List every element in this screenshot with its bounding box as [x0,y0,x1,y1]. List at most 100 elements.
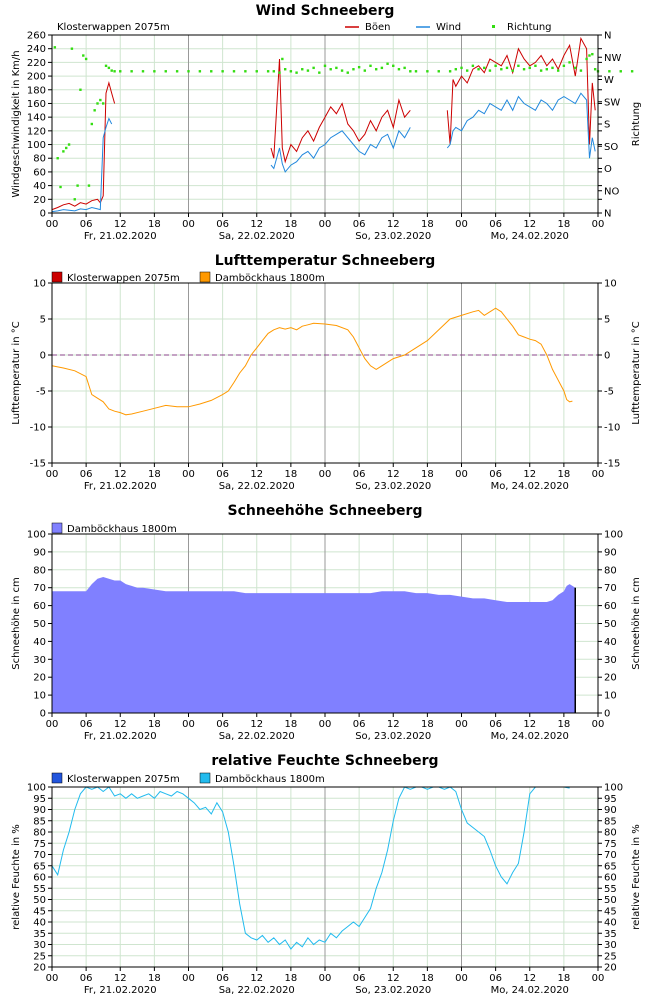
y-tick-label: 90 [33,805,46,816]
y-axis-label: Schneehöhe in cm [11,577,22,670]
x-tick-label: 00 [319,469,332,480]
direction-point [630,70,634,73]
direction-point [53,46,57,49]
x-tick-label: 06 [80,469,93,480]
direction-point [244,70,247,73]
direction-point [335,66,338,70]
y-tick-label: 20 [33,963,46,974]
y-tick-label: -15 [30,459,46,470]
x-tick-label: 00 [455,973,468,984]
direction-point [82,54,85,57]
x-tick-label: 06 [353,973,366,984]
direction-point [84,57,88,61]
direction-point [62,150,65,153]
legend-label: Klosterwappen 2075m [67,774,180,785]
y-axis-label: Lufttemperatur in °C [11,321,22,424]
series-line [51,307,573,416]
direction-point [187,70,190,73]
direction-point [551,66,554,70]
y-axis-label: Windgeschwindigkeit in Km/h [11,50,22,197]
direction-point [483,66,486,70]
direction-point [318,71,321,74]
x-tick-label: 18 [285,219,298,230]
y-tick-label: 50 [33,619,46,630]
direction-point [500,68,503,71]
direction-tick-label: N [604,31,611,42]
y-tick-label-right: 0 [604,709,610,720]
direction-point [107,66,111,70]
direction-point [539,69,543,72]
day-label: Mo, 24.02.2020 [491,985,569,996]
y-tick-label: 240 [27,44,46,55]
day-label: Sa, 22.02.2020 [219,481,295,492]
x-tick-label: 12 [250,469,263,480]
direction-point [76,184,79,187]
x-tick-label: 12 [523,219,536,230]
x-tick-label: 06 [216,219,229,230]
direction-point [130,70,133,73]
y-tick-label: 25 [33,951,46,962]
y-tick-label: 100 [27,783,46,794]
x-tick-label: 00 [46,219,59,230]
x-tick-label: 18 [285,973,298,984]
y-axis-label-right: Lufttemperatur in °C [631,321,642,424]
direction-point [505,66,509,70]
x-tick-label: 00 [46,973,59,984]
direction-point [312,66,315,70]
direction-point [87,184,91,187]
legend-label: Böen [365,22,390,33]
y-tick-label: 20 [33,673,46,684]
y-axis-label: relative Feuchte in % [11,824,22,929]
y-tick-label: 40 [33,637,46,648]
y-tick-label: 50 [33,895,46,906]
day-label: Fr, 21.02.2020 [84,231,157,242]
x-tick-label: 12 [387,219,400,230]
y-tick-label: 90 [33,547,46,558]
direction-point [323,64,327,68]
x-tick-label: 12 [387,719,400,730]
y-tick-label-right: 60 [604,873,617,884]
direction-tick-label: S [604,120,610,131]
chart-title: Wind Schneeberg [256,3,395,19]
y-tick-label-right: 60 [604,601,617,612]
x-tick-label: 18 [558,719,571,730]
direction-point [454,68,458,71]
direction-point [386,62,389,65]
direction-point [437,70,440,73]
direction-point [517,64,520,68]
x-tick-label: 18 [285,719,298,730]
chart-1: Lufttemperatur Schneeberg -15 -15 -10 -10 -5 -… [11,253,642,492]
y-tick-label: 20 [33,195,46,206]
y-tick-label-right: 90 [604,805,617,816]
x-tick-label: 06 [216,469,229,480]
direction-point [301,68,304,71]
y-tick-label: 160 [27,99,46,110]
x-tick-label: 00 [592,219,605,230]
x-tick-label: 00 [182,469,195,480]
x-tick-label: 00 [182,973,195,984]
y-tick-label-right: 5 [604,315,610,326]
y-tick-label: 40 [33,181,46,192]
legend-swatch [492,25,495,28]
direction-point [59,185,62,189]
day-label: Mo, 24.02.2020 [491,481,569,492]
direction-point [329,68,332,71]
series-line-böen [270,58,411,164]
direction-point [357,65,361,69]
direction-point [73,198,76,201]
y-tick-label: 85 [33,816,46,827]
y-tick-label: 260 [27,31,46,42]
direction-point [403,66,406,70]
direction-point [272,70,276,73]
x-tick-label: 18 [421,973,434,984]
series-line-wind [446,92,596,159]
x-tick-label: 12 [387,973,400,984]
direction-point [619,70,622,73]
direction-tick-label: W [604,75,614,86]
direction-point [556,69,560,72]
x-tick-label: 00 [319,973,332,984]
y-tick-label-right: 85 [604,816,617,827]
direction-point [101,102,105,105]
